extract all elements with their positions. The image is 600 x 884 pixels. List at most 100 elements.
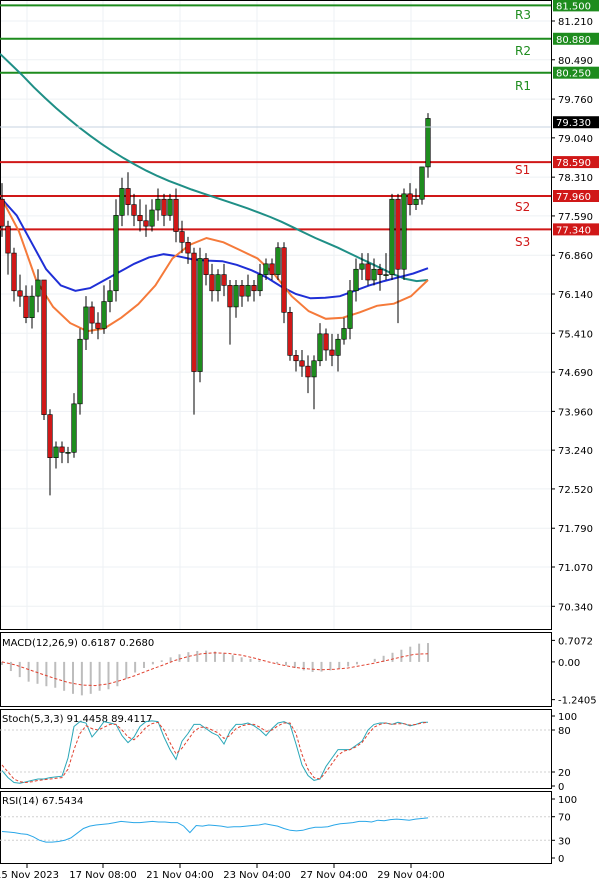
support-name-label: S1 <box>515 163 530 177</box>
candle-up <box>401 193 407 270</box>
candle-up <box>215 274 221 292</box>
candle-up <box>317 333 323 362</box>
candle-down <box>299 360 305 367</box>
rsi-line <box>1 817 429 843</box>
rsi-label: RSI(14) 67.5434 <box>2 796 83 807</box>
rsi-panel-frame <box>0 791 552 864</box>
candle-down <box>191 252 197 372</box>
candle-down <box>47 414 53 458</box>
support-price-label: 77.960 <box>556 192 591 203</box>
y-tick-label: 79.760 <box>558 95 593 106</box>
candle-up <box>419 166 425 200</box>
candle-up <box>197 258 203 372</box>
y-tick-label: 73.240 <box>558 446 593 457</box>
candle-up <box>359 263 365 270</box>
support-price-tag <box>553 223 599 236</box>
price-panel: 81.500 R3 80.880 R2 80.250 R1 78.590 S1 77.960 S2… <box>0 0 599 630</box>
support-price-tag <box>553 156 599 169</box>
candle-up <box>275 247 281 275</box>
time-axis: 15 Nov 2023 17 Nov 08:00 21 Nov 04:00 23 No… <box>0 864 445 881</box>
macd-panel-frame <box>0 632 552 707</box>
moving-average-line <box>1 198 429 333</box>
candle-down <box>407 193 413 205</box>
support-price-tag <box>553 190 599 202</box>
candle-down <box>173 198 179 232</box>
candle-down <box>185 242 191 254</box>
y-tick-label: 76.860 <box>558 251 593 262</box>
stoch-tick-label: 0 <box>558 782 564 793</box>
candle-up <box>347 290 353 329</box>
candle-up <box>65 452 71 454</box>
y-tick-label: 73.960 <box>558 407 593 418</box>
candle-down <box>221 274 227 286</box>
candle-down <box>395 198 401 270</box>
candle-up <box>119 188 125 216</box>
candle-up <box>101 301 107 329</box>
y-tick-label: 80.490 <box>558 56 593 67</box>
support-price-label: 78.590 <box>556 158 591 169</box>
support-price-label: 77.340 <box>556 225 591 236</box>
y-tick-label: 71.790 <box>558 524 593 535</box>
macd-label: MACD(12,26,9) 0.6187 0.2680 <box>2 638 154 649</box>
x-tick-label: 21 Nov 04:00 <box>146 870 213 881</box>
candles <box>0 113 431 496</box>
candle-up <box>29 295 35 318</box>
rsi-panel: RSI(14) 67.5434 100 70 30 0 <box>0 791 577 865</box>
rsi-tick-label: 0 <box>558 854 564 865</box>
candle-down <box>125 188 131 205</box>
candle-up <box>245 285 251 297</box>
candle-down <box>329 349 335 356</box>
candle-up <box>35 279 41 297</box>
y-tick-label: 71.070 <box>558 563 593 574</box>
x-tick-label: 23 Nov 04:00 <box>223 870 290 881</box>
candle-down <box>23 295 29 318</box>
macd-tick-label: 0.7072 <box>558 636 593 647</box>
candle-up <box>335 338 341 356</box>
candle-down <box>239 285 245 297</box>
resistance-price-label: 81.500 <box>556 1 591 12</box>
resistance-price-tag <box>553 32 599 45</box>
resistance-price-label: 80.250 <box>556 69 591 80</box>
macd-tick-label: -1.2405 <box>558 696 597 707</box>
candle-up <box>311 360 317 378</box>
candle-up <box>389 198 395 275</box>
resistance-name-label: R1 <box>515 79 531 93</box>
rsi-tick-label: 100 <box>558 795 577 806</box>
y-tick-label: 81.210 <box>558 17 593 28</box>
y-tick-label: 75.410 <box>558 329 593 340</box>
candle-down <box>323 333 329 351</box>
candle-down <box>89 306 95 324</box>
candle-up <box>233 285 239 308</box>
stoch-tick-label: 80 <box>558 726 571 737</box>
candle-down <box>227 285 233 308</box>
support-resistance-levels: 81.500 R3 80.880 R2 80.250 R1 78.590 S1 77.960 S2… <box>0 0 599 249</box>
candle-up <box>149 209 155 227</box>
candle-down <box>5 225 11 254</box>
candle-up <box>83 306 89 340</box>
y-tick-label: 79.040 <box>558 134 593 145</box>
moving-average-line <box>0 53 429 283</box>
candle-down <box>281 247 287 313</box>
candle-down <box>251 285 257 292</box>
candle-up <box>425 118 431 168</box>
candle-up <box>383 274 389 276</box>
support-name-label: S3 <box>515 235 530 249</box>
macd-signal-line <box>1 652 429 687</box>
x-tick-label: 29 Nov 04:00 <box>377 870 444 881</box>
candle-up <box>341 328 347 340</box>
candle-up <box>77 338 83 405</box>
candle-down <box>269 263 275 275</box>
price-axis: 81.210 80.490 79.760 79.040 78.310 77.590 76.8… <box>551 17 599 613</box>
stoch-tick-label: 100 <box>558 712 577 723</box>
candle-up <box>71 403 77 453</box>
x-tick-label: 27 Nov 04:00 <box>300 870 367 881</box>
candle-down <box>143 220 149 227</box>
candle-down <box>209 274 215 292</box>
resistance-name-label: R3 <box>515 8 531 22</box>
grid-lines <box>0 0 551 630</box>
candle-down <box>179 231 185 243</box>
x-tick-label: 15 Nov 2023 <box>0 870 59 881</box>
candle-up <box>155 198 161 211</box>
candle-down <box>131 204 137 216</box>
